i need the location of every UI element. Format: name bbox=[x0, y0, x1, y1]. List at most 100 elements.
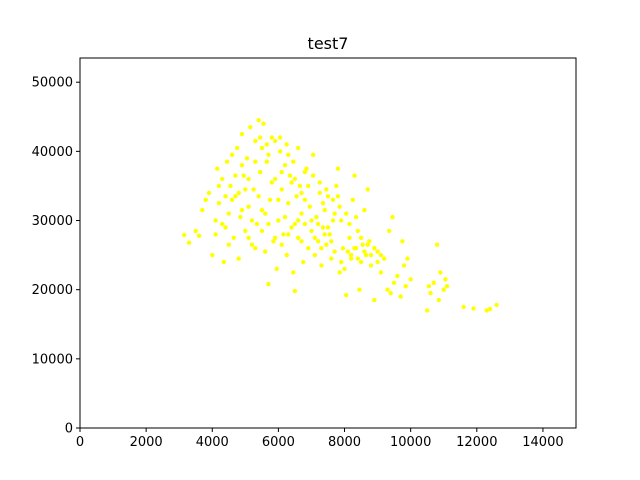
data-point bbox=[325, 225, 331, 230]
data-point bbox=[310, 152, 316, 157]
data-point bbox=[378, 252, 384, 258]
data-point bbox=[210, 252, 215, 258]
data-point bbox=[425, 308, 430, 313]
data-point bbox=[251, 187, 256, 192]
data-points bbox=[182, 118, 499, 313]
data-point bbox=[358, 259, 364, 265]
data-point bbox=[347, 221, 352, 227]
y-tick-label: 40000 bbox=[32, 145, 73, 160]
data-point bbox=[372, 246, 377, 251]
y-tick-label: 20000 bbox=[32, 283, 73, 298]
data-point bbox=[294, 194, 299, 199]
data-point bbox=[337, 204, 342, 209]
data-point bbox=[269, 180, 274, 185]
data-point bbox=[241, 173, 246, 178]
data-point bbox=[259, 207, 265, 213]
data-point bbox=[291, 270, 296, 275]
data-point bbox=[279, 187, 284, 192]
x-tick-label: 4000 bbox=[196, 435, 229, 450]
data-point bbox=[287, 173, 293, 178]
data-point bbox=[319, 246, 324, 251]
data-point bbox=[345, 249, 350, 254]
data-point bbox=[329, 256, 334, 261]
data-point bbox=[229, 197, 235, 202]
data-point bbox=[487, 306, 493, 312]
data-point bbox=[324, 242, 329, 247]
data-point bbox=[322, 207, 327, 213]
data-point bbox=[325, 194, 331, 199]
data-point bbox=[340, 246, 346, 251]
data-point bbox=[312, 252, 317, 258]
data-point bbox=[375, 249, 380, 254]
data-point bbox=[332, 249, 337, 254]
data-point bbox=[272, 138, 278, 144]
data-point bbox=[246, 204, 251, 209]
data-point bbox=[286, 232, 291, 237]
data-point bbox=[401, 263, 407, 268]
data-point bbox=[297, 183, 303, 189]
data-point bbox=[362, 207, 367, 213]
data-point bbox=[182, 232, 187, 238]
data-point bbox=[355, 228, 360, 234]
data-point bbox=[220, 176, 225, 182]
data-point bbox=[319, 263, 324, 268]
data-point bbox=[292, 288, 298, 294]
data-point bbox=[259, 145, 265, 151]
data-point bbox=[253, 246, 258, 251]
data-point bbox=[215, 166, 220, 171]
data-point bbox=[284, 252, 289, 258]
data-point bbox=[320, 201, 326, 206]
data-point bbox=[289, 225, 294, 230]
data-point bbox=[434, 242, 440, 247]
data-point bbox=[405, 256, 410, 261]
data-point bbox=[350, 197, 355, 202]
data-point bbox=[246, 176, 251, 182]
data-point bbox=[301, 259, 306, 265]
data-point bbox=[348, 252, 354, 258]
data-point bbox=[256, 194, 261, 199]
data-point bbox=[471, 306, 476, 311]
data-point bbox=[358, 235, 364, 240]
data-point bbox=[431, 280, 436, 285]
y-axis: 0 10000 20000 30000 40000 50000 bbox=[32, 76, 80, 437]
data-point bbox=[314, 214, 319, 220]
data-point bbox=[246, 235, 251, 240]
data-point bbox=[286, 201, 291, 206]
data-point bbox=[365, 187, 370, 192]
data-point bbox=[264, 142, 269, 147]
data-point bbox=[200, 207, 205, 213]
data-point bbox=[239, 207, 245, 213]
data-point bbox=[322, 232, 327, 237]
x-tick-label: 10000 bbox=[390, 435, 431, 450]
data-point bbox=[226, 242, 231, 247]
chart-title: test7 bbox=[308, 34, 349, 53]
data-point bbox=[239, 163, 245, 168]
data-point bbox=[221, 259, 226, 265]
data-point bbox=[263, 249, 268, 254]
data-point bbox=[281, 232, 286, 237]
y-tick-label: 10000 bbox=[32, 352, 73, 367]
data-point bbox=[269, 135, 274, 140]
x-tick-label: 8000 bbox=[328, 435, 361, 450]
data-point bbox=[324, 187, 329, 192]
data-point bbox=[398, 294, 403, 299]
data-point bbox=[196, 233, 202, 238]
data-point bbox=[304, 166, 309, 171]
data-point bbox=[239, 131, 245, 137]
data-point bbox=[261, 121, 266, 126]
x-axis: 0 2000 4000 6000 8000 10000 12000 14000 bbox=[76, 428, 564, 450]
data-point bbox=[330, 218, 336, 223]
data-point bbox=[279, 169, 284, 175]
data-point bbox=[317, 190, 322, 196]
data-point bbox=[344, 211, 349, 216]
data-point bbox=[263, 211, 268, 216]
data-point bbox=[317, 180, 322, 185]
data-point bbox=[266, 281, 271, 287]
data-point bbox=[282, 214, 288, 220]
x-tick-label: 6000 bbox=[262, 435, 295, 450]
data-point bbox=[390, 214, 395, 220]
data-point bbox=[385, 287, 390, 292]
data-point bbox=[315, 239, 321, 244]
data-point bbox=[327, 232, 332, 237]
data-point bbox=[266, 152, 271, 157]
